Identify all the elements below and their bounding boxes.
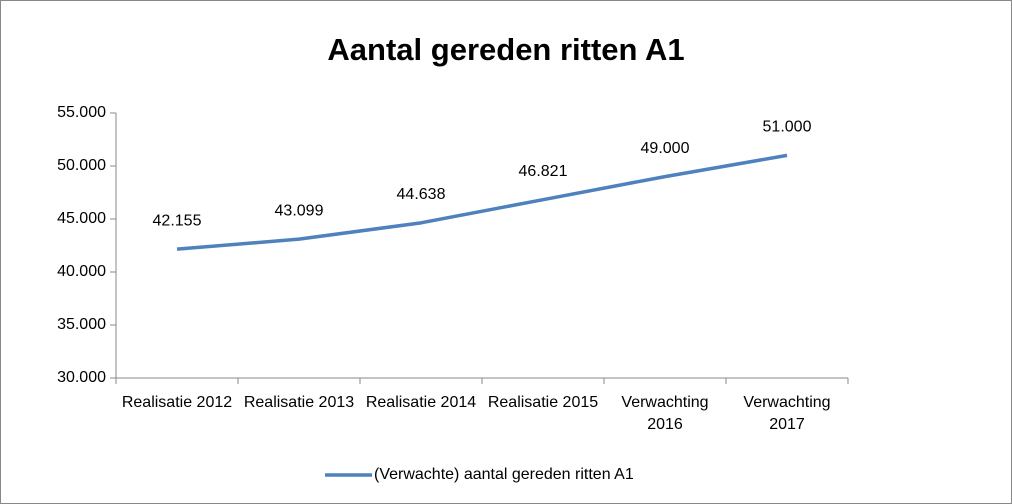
y-tick-label: 50.000 xyxy=(57,157,106,174)
x-tick-label: Realisatie 2013 xyxy=(243,394,355,411)
data-label: 49.000 xyxy=(641,140,690,157)
data-label: 42.155 xyxy=(153,212,202,229)
data-label: 44.638 xyxy=(397,186,446,203)
x-tick-label: Realisatie 2014 xyxy=(365,394,477,411)
data-line xyxy=(176,153,788,251)
y-tick-label: 30.000 xyxy=(57,369,106,386)
y-tick-label: 45.000 xyxy=(57,210,106,227)
data-label: 51.000 xyxy=(763,119,812,136)
x-tick-label: Realisatie 2015 xyxy=(487,394,599,411)
y-tick-label: 55.000 xyxy=(57,104,106,121)
x-tick-label: Realisatie 2012 xyxy=(121,394,233,411)
y-tick-label: 40.000 xyxy=(57,263,106,280)
y-tick-label: 35.000 xyxy=(57,316,106,333)
data-label: 46.821 xyxy=(519,163,568,180)
x-tick-label: Verwachting 2016 xyxy=(621,394,709,433)
chart-title: Aantal gereden ritten A1 xyxy=(327,32,684,67)
x-tick-label: Verwachting 2017 xyxy=(743,394,831,433)
data-label: 43.099 xyxy=(275,202,324,219)
legend-label: (Verwachte) aantal gereden ritten A1 xyxy=(374,466,634,483)
